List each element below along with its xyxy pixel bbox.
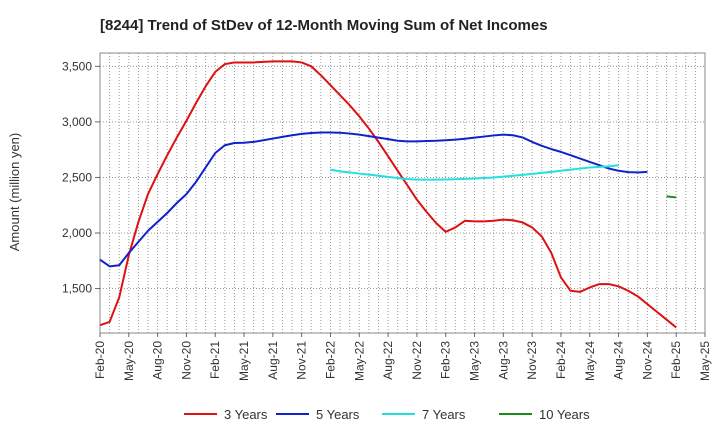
- x-tick-label: May-22: [352, 341, 366, 381]
- legend-label-3-years: 3 Years: [224, 407, 268, 422]
- y-axis: 1,500 2,000 2,500 3,000 3,500: [62, 59, 100, 296]
- series-lines: [99, 60, 677, 329]
- x-tick-label: May-25: [698, 341, 712, 381]
- x-tick-label: Aug-22: [381, 341, 395, 380]
- chart-title: [8244] Trend of StDev of 12-Month Moving…: [100, 17, 548, 34]
- legend-label-5-years: 5 Years: [316, 407, 360, 422]
- x-tick-label: Nov-22: [410, 341, 424, 380]
- x-tick-label: Feb-25: [669, 341, 683, 379]
- series-line-5-years: [99, 131, 648, 268]
- x-tick-label: Nov-20: [179, 341, 193, 380]
- x-tick-label: Nov-21: [295, 341, 309, 380]
- x-axis: Feb-20 May-20 Aug-20 Nov-20 Feb-21 May-21 Aug-…: [93, 333, 712, 381]
- x-tick-label: May-23: [468, 341, 482, 381]
- legend: 3 Years 5 Years 7 Years 10 Years: [184, 407, 590, 422]
- series-line-7-years: [330, 164, 619, 181]
- y-tick-label: 3,500: [62, 59, 92, 73]
- x-tick-label: Feb-21: [208, 341, 222, 379]
- grid: [100, 53, 705, 333]
- y-tick-label: 2,500: [62, 170, 92, 184]
- x-tick-label: Aug-20: [151, 341, 165, 380]
- y-tick-label: 3,000: [62, 115, 92, 129]
- y-tick-label: 2,000: [62, 226, 92, 240]
- y-axis-label: Amount (million yen): [7, 133, 22, 252]
- x-tick-label: Aug-24: [612, 341, 626, 380]
- x-tick-label: Aug-21: [266, 341, 280, 380]
- x-tick-label: Nov-24: [640, 341, 654, 380]
- x-tick-label: Feb-20: [93, 341, 107, 379]
- legend-label-10-years: 10 Years: [539, 407, 590, 422]
- x-tick-label: Nov-23: [525, 341, 539, 380]
- x-tick-label: Aug-23: [496, 341, 510, 380]
- legend-label-7-years: 7 Years: [422, 407, 466, 422]
- x-tick-label: May-24: [583, 341, 597, 381]
- series-line-3-years: [99, 60, 677, 329]
- x-tick-label: Feb-24: [554, 341, 568, 379]
- y-tick-label: 1,500: [62, 282, 92, 296]
- x-tick-label: May-21: [237, 341, 251, 381]
- plot-area: [99, 52, 706, 334]
- x-tick-label: Feb-22: [323, 341, 337, 379]
- x-tick-label: Feb-23: [439, 341, 453, 379]
- series-line-10-years: [666, 195, 677, 199]
- x-tick-label: May-20: [122, 341, 136, 381]
